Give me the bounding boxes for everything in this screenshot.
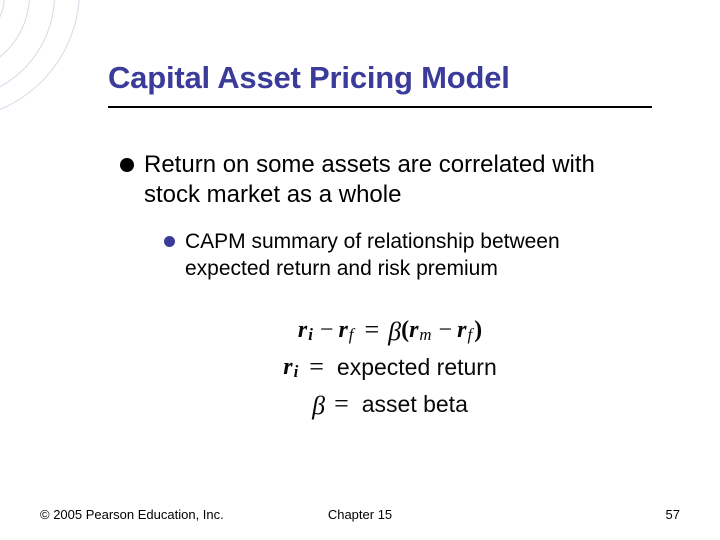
deco-arc — [0, 0, 55, 100]
beta: β — [312, 391, 325, 421]
bullet-disc-icon — [120, 158, 134, 172]
op-minus: − — [320, 317, 334, 344]
bullet-l2-text: CAPM summary of relationship between exp… — [185, 228, 640, 283]
formula-line-1: ri − rf = β ( rm − rf ) — [200, 315, 580, 345]
sub: i — [308, 325, 313, 345]
var: r — [457, 317, 466, 344]
sub: i — [294, 362, 299, 382]
paren: ( — [401, 317, 409, 344]
bullet-l1-text: Return on some assets are correlated wit… — [144, 150, 640, 210]
deco-arc — [0, 0, 80, 120]
footer-center: Chapter 15 — [40, 507, 680, 522]
var: r — [283, 354, 292, 381]
sub: m — [419, 325, 431, 345]
footer-right: 57 — [666, 507, 680, 522]
footer: © 2005 Pearson Education, Inc. Chapter 1… — [40, 507, 680, 522]
title-area: Capital Asset Pricing Model — [108, 60, 652, 108]
op-eq: = — [309, 352, 324, 382]
bullet-disc-icon — [164, 236, 175, 247]
var: r — [338, 317, 347, 344]
formula-label: expected return — [337, 354, 497, 381]
formula-label: asset beta — [362, 391, 468, 418]
body-area: Return on some assets are correlated wit… — [120, 150, 640, 283]
formula-line-2: ri = expected return — [200, 352, 580, 382]
deco-arc — [0, 0, 5, 50]
bullet-level1: Return on some assets are correlated wit… — [120, 150, 640, 210]
slide-title: Capital Asset Pricing Model — [108, 60, 652, 96]
op-eq: = — [334, 389, 349, 419]
formula-line-3: β = asset beta — [200, 389, 580, 419]
bullet-level2: CAPM summary of relationship between exp… — [164, 228, 640, 283]
sub: f — [467, 325, 472, 345]
title-divider — [108, 106, 652, 108]
op-minus: − — [439, 317, 453, 344]
paren: ) — [474, 317, 482, 344]
var: r — [409, 317, 418, 344]
deco-arc — [0, 0, 30, 75]
sub: f — [349, 325, 354, 345]
beta: β — [388, 317, 401, 347]
formula-block: ri − rf = β ( rm − rf ) ri = expected re… — [200, 308, 580, 426]
op-eq: = — [364, 315, 379, 345]
var: r — [298, 317, 307, 344]
